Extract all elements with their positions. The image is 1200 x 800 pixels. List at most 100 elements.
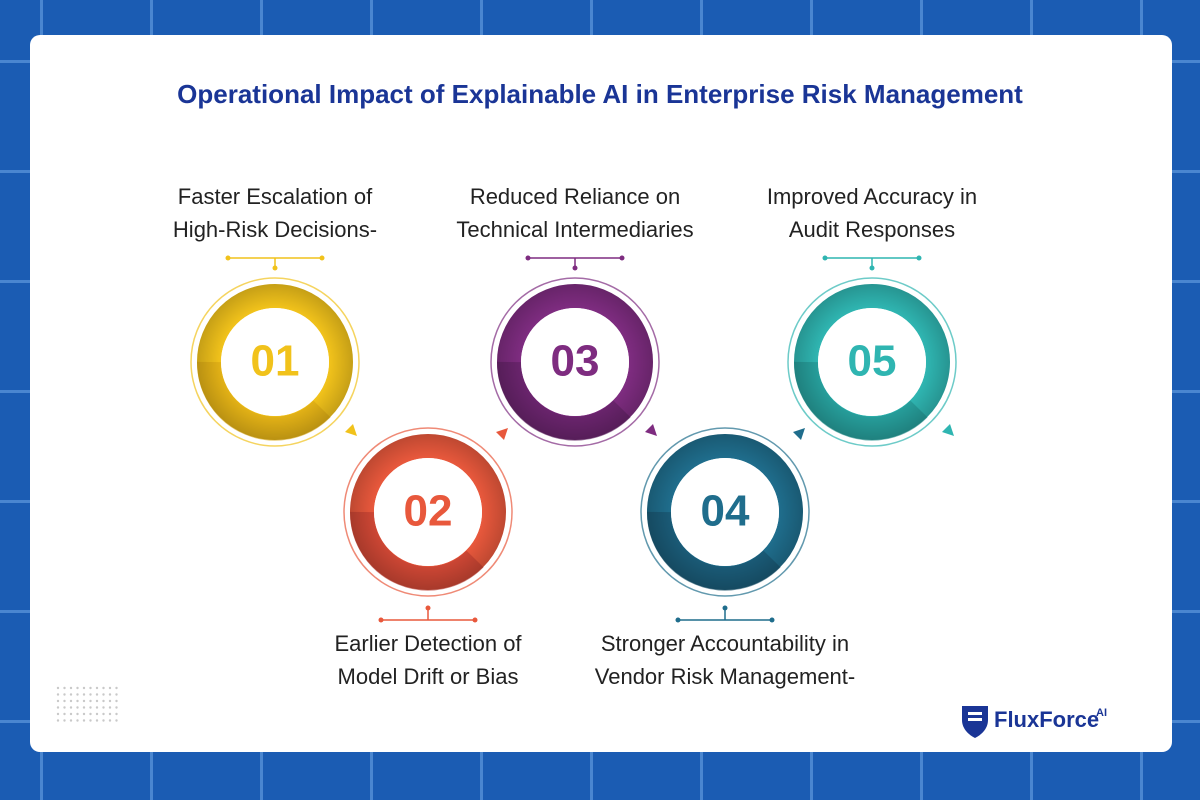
outer-ring bbox=[640, 427, 810, 597]
dot bbox=[82, 693, 86, 696]
dot bbox=[63, 712, 66, 716]
step-number: 01 bbox=[251, 337, 300, 386]
arrow bbox=[793, 428, 805, 440]
dot bbox=[95, 693, 99, 696]
dot bbox=[69, 699, 73, 703]
connector-dot bbox=[769, 617, 775, 623]
dot bbox=[89, 706, 92, 709]
dot bbox=[95, 712, 99, 716]
inner bbox=[521, 308, 629, 416]
dot bbox=[69, 706, 73, 709]
dot bbox=[108, 706, 112, 709]
arrow bbox=[645, 424, 657, 436]
step: 01 Faster Escalation of High-Risk Decision… bbox=[173, 184, 377, 447]
step-label: Earlier Detection of bbox=[334, 631, 522, 656]
connector-dot bbox=[378, 617, 384, 623]
dot bbox=[115, 719, 118, 722]
outer-ring bbox=[190, 277, 360, 447]
dot bbox=[56, 719, 60, 722]
connector-dot bbox=[525, 255, 531, 261]
dot bbox=[63, 706, 66, 709]
dot bbox=[76, 706, 79, 709]
dot bbox=[82, 699, 86, 703]
dot bbox=[102, 686, 105, 690]
dot bbox=[56, 693, 60, 696]
outer-ring bbox=[343, 427, 513, 597]
inner bbox=[221, 308, 329, 416]
step-label: Technical Intermediaries bbox=[456, 217, 693, 242]
dot bbox=[115, 706, 118, 709]
arrow bbox=[496, 428, 508, 440]
dot bbox=[115, 686, 118, 690]
step-number: 03 bbox=[551, 337, 600, 386]
inner bbox=[374, 458, 482, 566]
dot bbox=[69, 693, 73, 696]
step: 04 Stronger Accountability in Vendor Risk … bbox=[595, 427, 855, 689]
dot bbox=[108, 712, 112, 716]
step: 05 Improved Accuracy in Audit Responses bbox=[767, 184, 977, 447]
outer-ring bbox=[787, 277, 957, 447]
dot bbox=[89, 719, 92, 722]
dot bbox=[69, 719, 73, 722]
dot bbox=[76, 693, 79, 696]
step-label: Audit Responses bbox=[789, 217, 955, 242]
dot bbox=[108, 719, 112, 722]
connector-dot bbox=[319, 255, 325, 261]
logo-mark bbox=[968, 718, 982, 721]
connector-dot bbox=[675, 617, 681, 623]
outer-ring bbox=[490, 277, 660, 447]
dot bbox=[102, 719, 105, 722]
step-number: 04 bbox=[701, 487, 750, 536]
dot bbox=[115, 712, 118, 716]
connector-dot bbox=[822, 255, 828, 261]
logo: FluxForce AI bbox=[962, 706, 1107, 738]
dot bbox=[82, 719, 86, 722]
step-number: 02 bbox=[404, 487, 453, 536]
connector-dot bbox=[619, 255, 625, 261]
step: 03 Reduced Reliance on Technical Intermedi… bbox=[456, 184, 694, 447]
dot bbox=[69, 686, 73, 690]
dot bbox=[95, 699, 99, 703]
dot bbox=[63, 719, 66, 722]
dot bbox=[82, 706, 86, 709]
dot bbox=[56, 686, 60, 690]
connector-dot bbox=[272, 265, 278, 271]
connector-dot bbox=[572, 265, 578, 271]
step-number: 05 bbox=[848, 337, 897, 386]
dot bbox=[102, 693, 105, 696]
arrow bbox=[345, 424, 357, 436]
step-label: High-Risk Decisions- bbox=[173, 217, 377, 242]
dot bbox=[69, 712, 73, 716]
dot bbox=[115, 693, 118, 696]
dot bbox=[56, 699, 60, 703]
connector-dot bbox=[869, 265, 875, 271]
connector-dot bbox=[472, 617, 478, 623]
dot bbox=[89, 712, 92, 716]
dot bbox=[102, 706, 105, 709]
arrow bbox=[942, 424, 954, 436]
dot bbox=[76, 712, 79, 716]
dot bbox=[82, 686, 86, 690]
step-label: Model Drift or Bias bbox=[338, 664, 519, 689]
dot bbox=[76, 699, 79, 703]
dot bbox=[63, 686, 66, 690]
logo-suffix: AI bbox=[1096, 707, 1107, 719]
dot bbox=[63, 699, 66, 703]
dot bbox=[108, 699, 112, 703]
step-label: Stronger Accountability in bbox=[601, 631, 849, 656]
connector-dot bbox=[916, 255, 922, 261]
dot bbox=[95, 719, 99, 722]
inner bbox=[818, 308, 926, 416]
dot bbox=[102, 699, 105, 703]
step: 02 Earlier Detection of Model Drift or Bia… bbox=[334, 427, 522, 689]
dot bbox=[95, 706, 99, 709]
step-label: Reduced Reliance on bbox=[470, 184, 680, 209]
dot bbox=[102, 712, 105, 716]
step-label: Faster Escalation of bbox=[178, 184, 373, 209]
dot bbox=[76, 719, 79, 722]
dot bbox=[108, 693, 112, 696]
dot bbox=[56, 712, 60, 716]
dot bbox=[115, 699, 118, 703]
dot bbox=[89, 699, 92, 703]
